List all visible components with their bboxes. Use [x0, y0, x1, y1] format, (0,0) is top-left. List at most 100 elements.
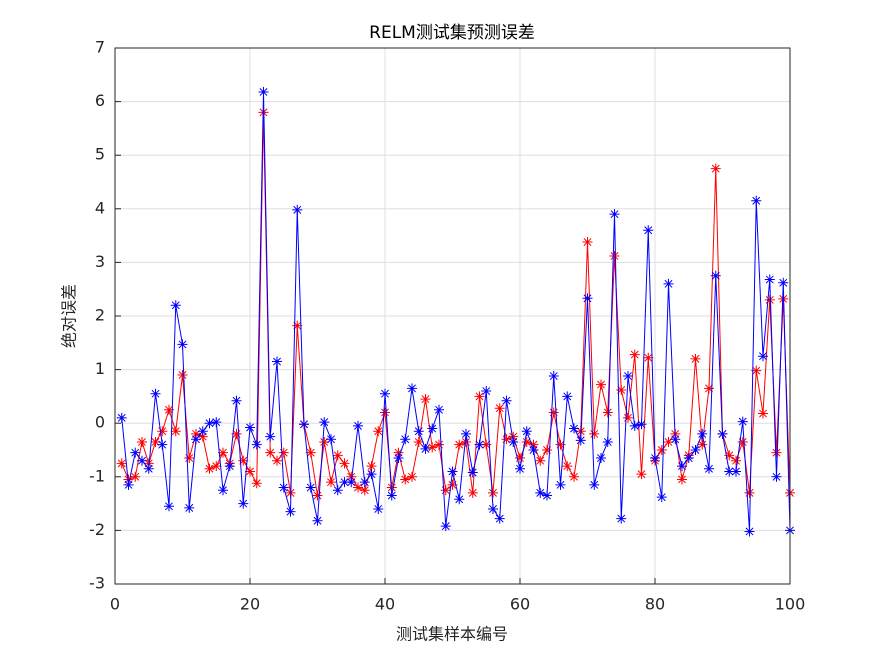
asterisk-marker [771, 471, 782, 482]
asterisk-marker [494, 513, 505, 524]
asterisk-marker [494, 403, 505, 414]
asterisk-marker [751, 365, 762, 376]
asterisk-marker [231, 395, 242, 406]
asterisk-marker [778, 277, 789, 288]
asterisk-marker [150, 436, 161, 447]
asterisk-marker [677, 474, 687, 485]
asterisk-marker [461, 436, 471, 447]
asterisk-marker [197, 431, 208, 442]
asterisk-marker [170, 426, 181, 437]
asterisk-marker [299, 419, 309, 430]
asterisk-marker [467, 487, 478, 498]
asterisk-marker [420, 394, 431, 405]
asterisk-marker [508, 431, 519, 442]
asterisk-marker [339, 458, 350, 469]
asterisk-marker [569, 423, 579, 434]
asterisk-marker [582, 237, 593, 248]
y-tick-label: 2 [95, 306, 105, 325]
asterisk-marker [272, 455, 282, 466]
x-axis-label: 测试集样本编号 [396, 625, 508, 644]
asterisk-marker [427, 442, 438, 453]
asterisk-marker [130, 447, 141, 458]
asterisk-marker [467, 467, 478, 478]
asterisk-marker [245, 466, 255, 477]
asterisk-marker [191, 428, 201, 439]
asterisk-marker [623, 412, 633, 423]
asterisk-marker [400, 434, 411, 445]
asterisk-marker [386, 482, 397, 493]
asterisk-marker [440, 485, 451, 496]
asterisk-marker [575, 435, 586, 446]
asterisk-marker [474, 439, 485, 450]
asterisk-marker [251, 439, 262, 450]
asterisk-marker [278, 447, 289, 458]
asterisk-marker [339, 477, 350, 488]
asterisk-marker [508, 436, 519, 447]
asterisk-marker [245, 422, 255, 433]
asterisk-marker [697, 428, 708, 439]
asterisk-marker [609, 250, 620, 261]
asterisk-marker [704, 463, 714, 474]
asterisk-marker [589, 428, 600, 439]
asterisk-marker [535, 487, 546, 498]
chart-title: RELM测试集预测误差 [369, 23, 535, 43]
asterisk-marker [528, 439, 539, 450]
asterisk-marker [393, 453, 404, 464]
asterisk-marker [413, 426, 424, 437]
asterisk-marker [609, 209, 620, 220]
asterisk-marker [596, 379, 606, 390]
asterisk-marker [515, 453, 525, 464]
asterisk-marker [454, 494, 465, 505]
series-line [121, 91, 791, 532]
asterisk-marker [758, 351, 768, 362]
asterisk-marker [636, 419, 647, 430]
asterisk-marker [353, 482, 363, 493]
asterisk-marker [542, 490, 552, 501]
asterisk-marker [677, 461, 687, 472]
asterisk-marker [218, 447, 228, 458]
asterisk-marker [116, 412, 127, 423]
x-tick-label: 60 [510, 595, 530, 614]
asterisk-marker [697, 439, 708, 450]
x-tick-label: 100 [775, 595, 806, 614]
asterisk-marker [562, 391, 573, 402]
asterisk-marker [231, 428, 242, 439]
asterisk-marker [170, 300, 181, 311]
asterisk-marker [204, 463, 215, 474]
asterisk-marker [211, 417, 222, 428]
asterisk-marker [562, 461, 573, 472]
asterisk-marker [542, 445, 552, 455]
asterisk-marker [116, 458, 127, 469]
asterisk-marker [602, 407, 613, 418]
asterisk-marker [346, 477, 357, 488]
asterisk-marker [177, 339, 188, 350]
x-tick-label: 20 [240, 595, 260, 614]
asterisk-marker [143, 463, 154, 474]
asterisk-marker [380, 407, 390, 418]
asterisk-marker [413, 436, 424, 447]
asterisk-marker [515, 463, 525, 474]
y-tick-label: 6 [95, 91, 105, 110]
asterisk-marker [650, 453, 660, 464]
asterisk-marker [278, 482, 289, 493]
asterisk-marker [332, 450, 343, 461]
asterisk-marker [238, 498, 249, 509]
asterisk-marker [400, 474, 411, 485]
asterisk-marker [555, 439, 566, 450]
asterisk-marker [150, 388, 161, 399]
asterisk-marker [488, 503, 498, 514]
asterisk-marker [764, 274, 775, 285]
asterisk-marker [717, 428, 728, 439]
asterisk-marker [272, 356, 282, 367]
asterisk-marker [758, 408, 768, 419]
asterisk-marker [218, 485, 228, 496]
asterisk-marker [636, 469, 647, 480]
asterisk-marker [305, 447, 316, 458]
asterisk-marker [137, 455, 147, 466]
asterisk-marker [130, 471, 141, 482]
asterisk-marker [265, 431, 276, 442]
y-tick-label: 3 [95, 252, 105, 271]
asterisk-marker [602, 436, 613, 447]
asterisk-marker [582, 293, 593, 304]
asterisk-marker [380, 388, 390, 399]
